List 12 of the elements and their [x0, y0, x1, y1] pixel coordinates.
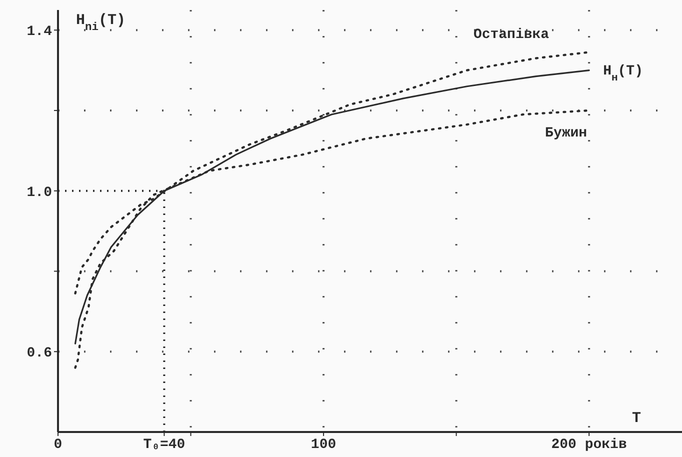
x-tick-label: 100	[310, 436, 336, 453]
series-label: Бужин	[545, 125, 588, 142]
series-label: Остапівка	[473, 27, 550, 44]
x-tick-label: 200 років	[551, 436, 627, 453]
series-label: H$_{н}$(T)	[603, 63, 643, 84]
y-axis-title: H$_{ni}$(T)	[76, 12, 126, 34]
y-tick-label: 1.4	[26, 24, 52, 40]
y-tick-label: 1.0	[26, 184, 52, 201]
x-tick-label: 0	[54, 436, 62, 453]
x-tick-label: T₀=40	[143, 436, 186, 453]
y-tick-label: 0.6	[26, 346, 52, 362]
x-axis-title: T	[632, 410, 642, 427]
